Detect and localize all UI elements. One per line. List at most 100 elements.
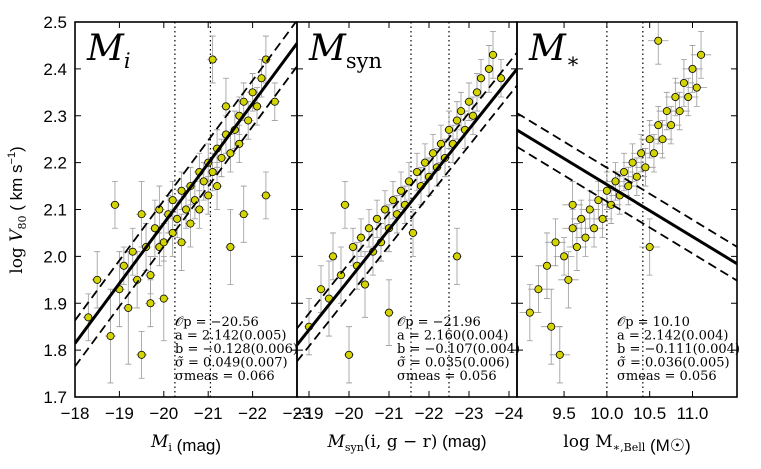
- data-point: [624, 182, 633, 191]
- data-point: [137, 350, 146, 359]
- data-point: [208, 167, 217, 176]
- x-tick-label: −20: [335, 404, 364, 423]
- x-tick-label: −20: [149, 404, 178, 423]
- data-point: [667, 121, 676, 130]
- x-axis-label: log M∗,Bell (M☉): [563, 432, 690, 455]
- data-point: [244, 116, 253, 125]
- fit-line: [517, 128, 737, 265]
- data-point: [412, 167, 421, 176]
- data-point: [628, 158, 637, 167]
- data-point: [568, 224, 577, 233]
- data-point: [146, 271, 155, 280]
- x-axis-label: Msyn(i, g − r) (mag): [326, 432, 486, 454]
- data-point: [124, 303, 133, 312]
- fit-scatter-line: [297, 84, 517, 362]
- fit-scatter-line: [517, 146, 737, 282]
- data-point: [658, 135, 667, 144]
- fit-annotation: 𝒪p = 10.10a = 2.142(0.004)b = −0.111(0.0…: [617, 315, 740, 384]
- data-point: [213, 182, 222, 191]
- data-point: [568, 200, 577, 209]
- data-point: [380, 205, 389, 214]
- data-point: [611, 177, 620, 186]
- x-tick-label: −22: [238, 404, 267, 423]
- data-point: [496, 74, 505, 83]
- panel-1: −18 −19 −20 −21 −22 −23 1.7 1.8 1.9 2.0 2.1 2.2 2.3 2…: [43, 13, 311, 455]
- annotation-line: σmeas = 0.056: [617, 369, 717, 384]
- fit-line: [75, 42, 297, 345]
- y-tick-label: 2.1: [43, 201, 67, 220]
- data-point: [697, 50, 706, 59]
- data-point: [452, 252, 461, 261]
- data-point: [420, 158, 429, 167]
- annotation-line: 𝒪p = 10.10: [617, 315, 690, 330]
- data-point: [253, 102, 262, 111]
- fit-scatter-line: [75, 22, 297, 321]
- data-point: [146, 299, 155, 308]
- data-point: [137, 210, 146, 219]
- data-point: [649, 149, 658, 158]
- data-point: [336, 271, 345, 280]
- x-tick-label: −19: [295, 404, 324, 423]
- y-tick-label: 2.2: [43, 154, 67, 173]
- data-point: [684, 93, 693, 102]
- data-point: [620, 167, 629, 176]
- annotation-line: 𝒪p = −20.56: [175, 315, 259, 330]
- data-point: [551, 238, 560, 247]
- data-point: [239, 210, 248, 219]
- data-point: [607, 200, 616, 209]
- fit-annotation: 𝒪p = −21.96a = 2.160(0.004)b = −0.107(0.…: [397, 315, 520, 384]
- data-point: [484, 64, 493, 73]
- data-point: [632, 172, 641, 181]
- data-point: [384, 308, 393, 317]
- data-point: [581, 233, 590, 242]
- data-point: [688, 64, 697, 73]
- data-point: [177, 238, 186, 247]
- data-point: [396, 186, 405, 195]
- panel-title: M∗: [528, 28, 580, 73]
- data-point: [239, 97, 248, 106]
- data-point: [654, 36, 663, 45]
- y-tick-label: 2.0: [43, 247, 67, 266]
- x-tick-label: −23: [455, 404, 484, 423]
- data-point: [525, 308, 534, 317]
- y-axis-label: log V80 ( km s−1): [6, 146, 29, 273]
- data-point: [534, 285, 543, 294]
- panel-plot-area: [297, 22, 517, 397]
- data-point: [594, 196, 603, 205]
- markers: [525, 36, 706, 359]
- y-tick-label: 2.5: [43, 13, 67, 32]
- data-point: [168, 196, 177, 205]
- panel-title: Mi: [86, 28, 131, 73]
- fit-scatter-line: [75, 65, 297, 367]
- data-point: [641, 163, 650, 172]
- data-point: [348, 242, 357, 251]
- data-point: [128, 247, 137, 256]
- data-point: [671, 93, 680, 102]
- data-point: [217, 153, 226, 162]
- data-point: [177, 186, 186, 195]
- x-axis-label: Mi (mag): [150, 432, 221, 455]
- data-point: [654, 121, 663, 130]
- data-point: [598, 214, 607, 223]
- data-point: [190, 196, 199, 205]
- x-tick-label: 10.0: [590, 404, 623, 423]
- x-tick-label: −24: [495, 404, 524, 423]
- fit-annotation: 𝒪p = −20.56a = 2.142(0.005)b = −0.128(0.…: [175, 315, 298, 384]
- y-tick-label: 2.4: [43, 60, 67, 79]
- data-point: [344, 350, 353, 359]
- x-tick-label: −21: [375, 404, 404, 423]
- data-point: [181, 205, 190, 214]
- data-point: [404, 177, 413, 186]
- fit-scatter-line: [517, 112, 737, 248]
- data-point: [340, 200, 349, 209]
- data-point: [602, 186, 611, 195]
- annotation-line: σ̃ = 0.035(0.006): [397, 356, 510, 371]
- x-tick-label: 10.5: [633, 404, 666, 423]
- data-point: [662, 107, 671, 116]
- panel-plot-area: [75, 22, 297, 397]
- annotation-line: σmeas = 0.056: [397, 369, 497, 384]
- x-tick-label: −19: [105, 404, 134, 423]
- data-point: [328, 252, 337, 261]
- data-point: [316, 285, 325, 294]
